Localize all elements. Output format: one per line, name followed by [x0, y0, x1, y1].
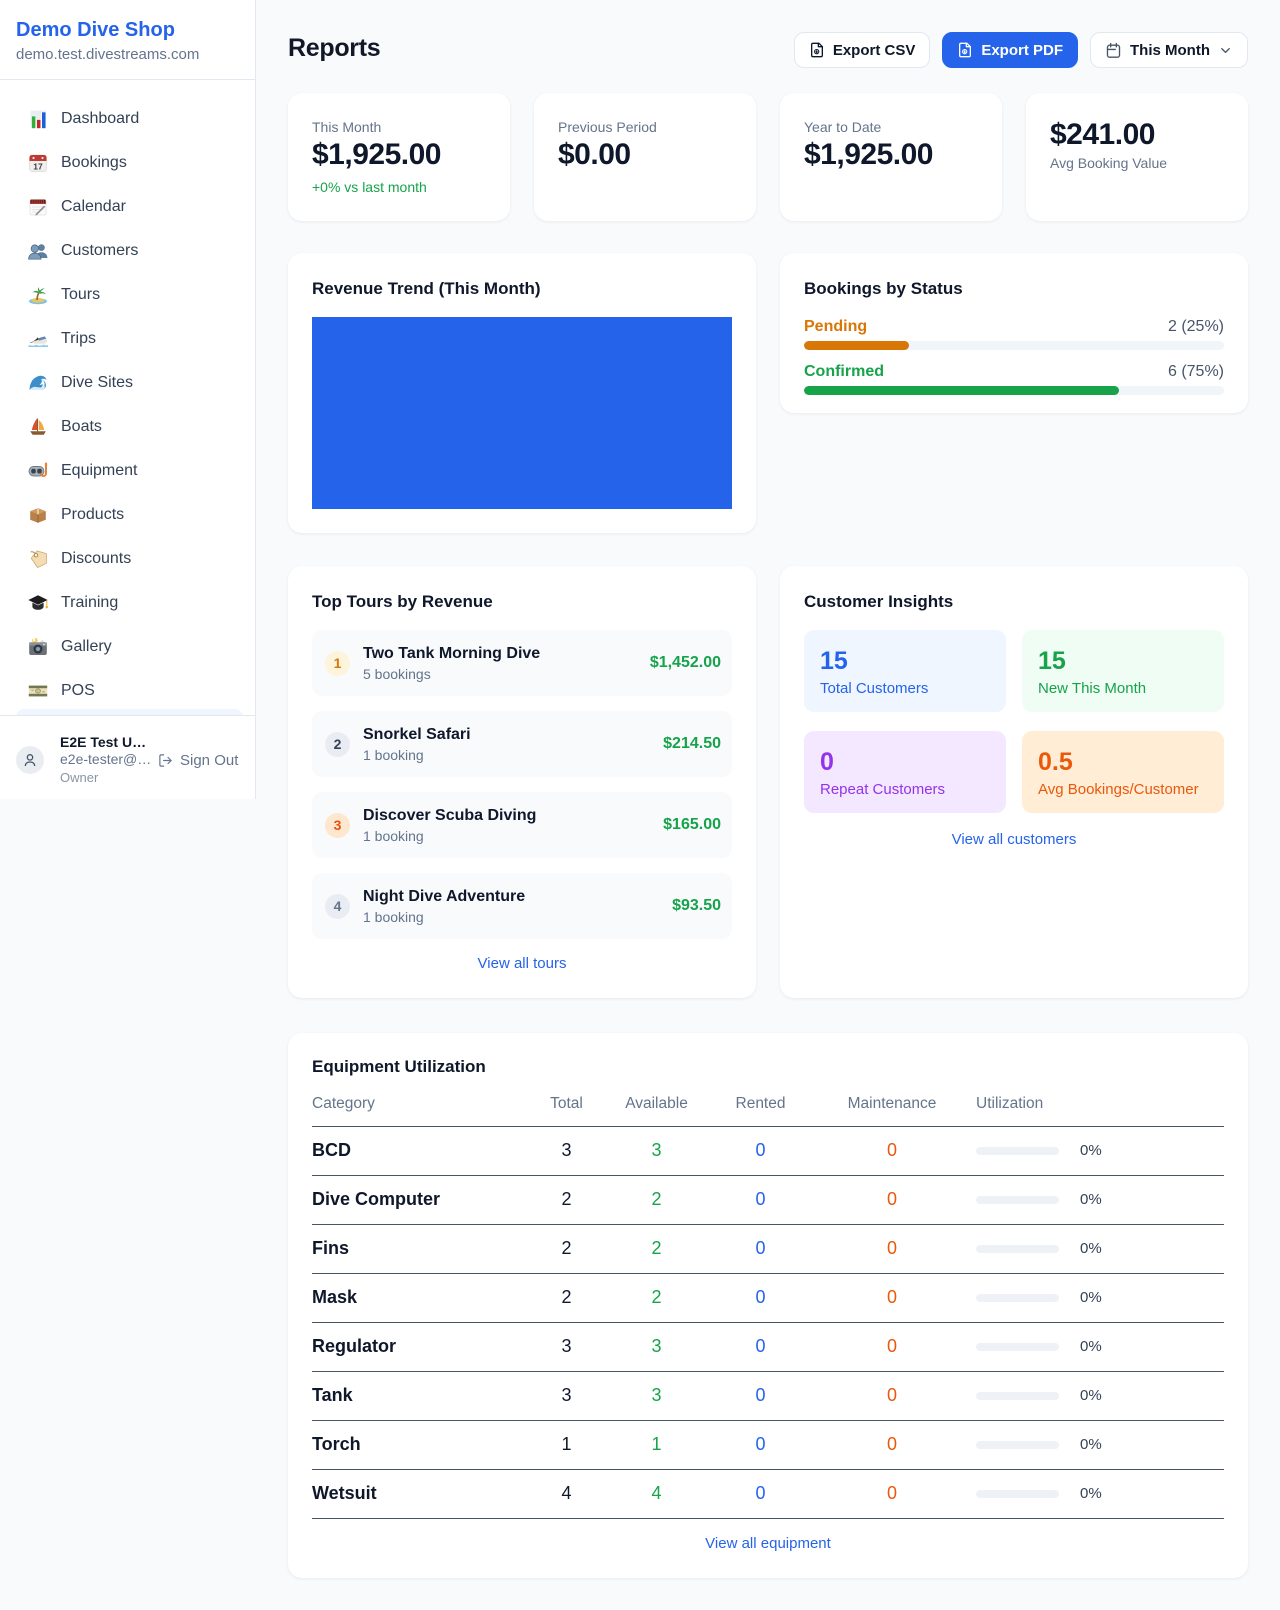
svg-text:17: 17	[33, 161, 43, 171]
